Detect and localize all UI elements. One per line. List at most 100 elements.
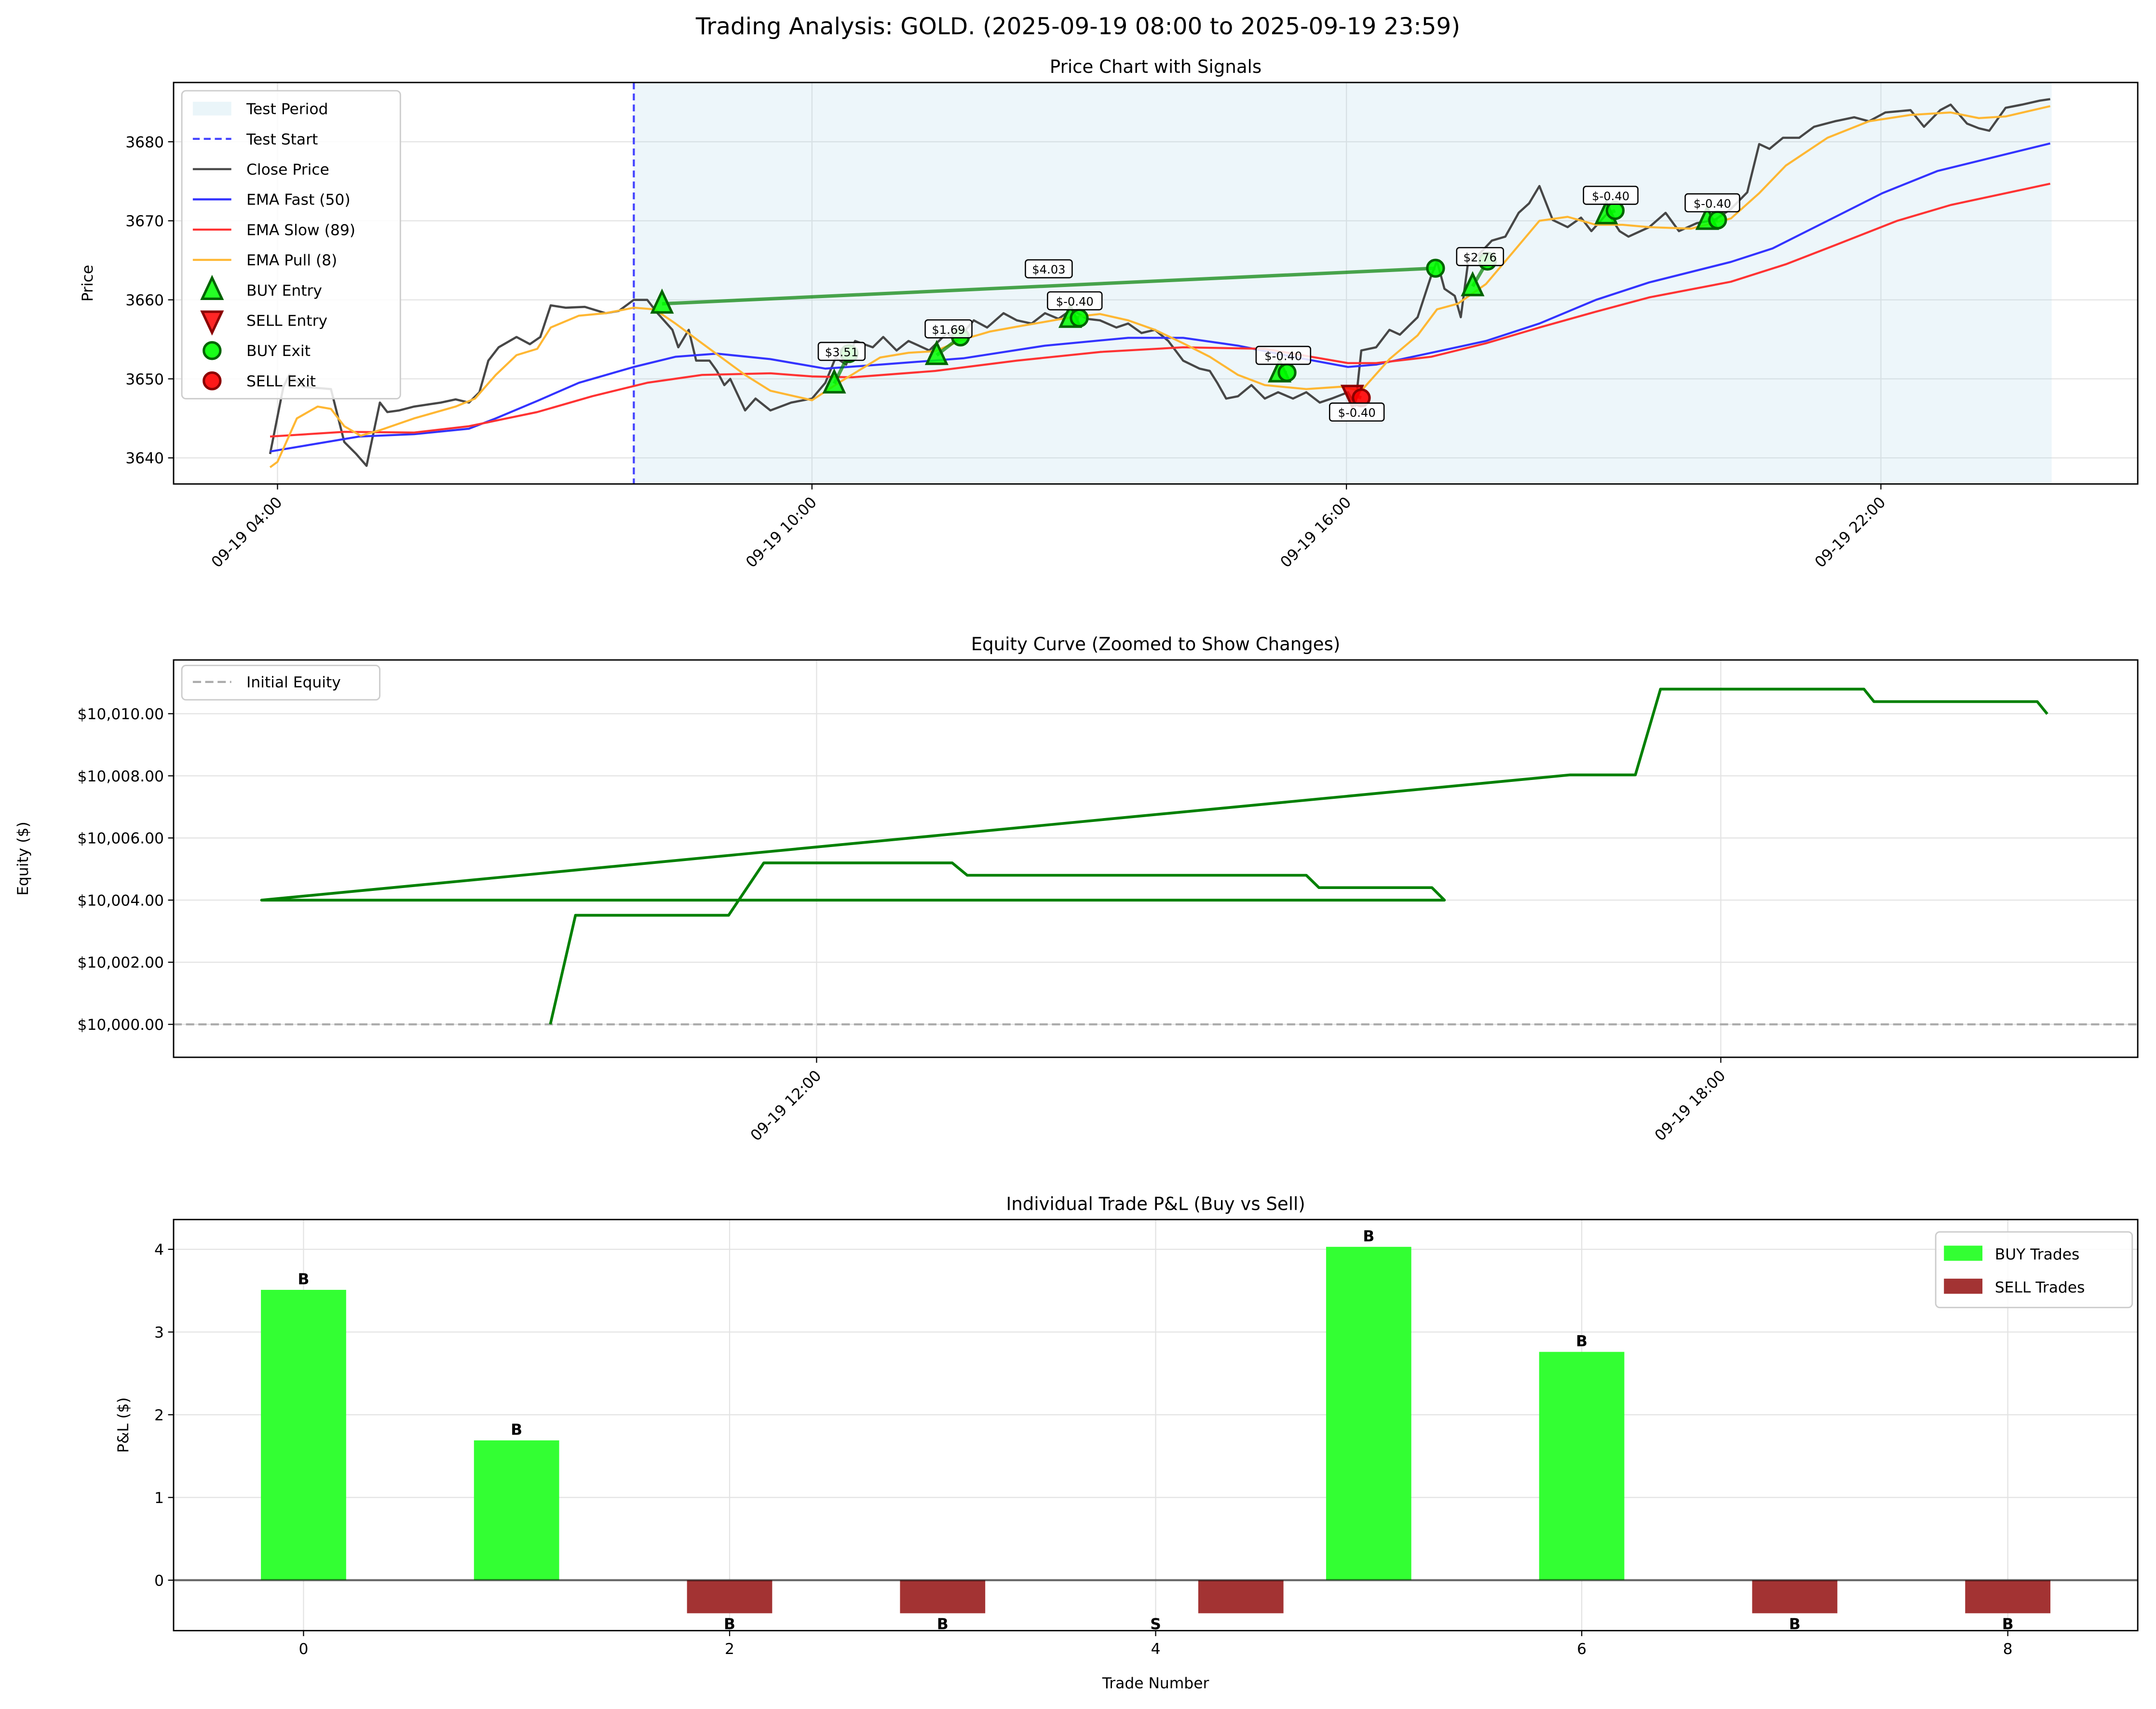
bar-side-label: B xyxy=(511,1422,522,1439)
trade-pnl-label-box xyxy=(1025,259,1073,279)
pnl-bar xyxy=(261,1290,346,1580)
legend-series: EMA Pull (8) xyxy=(246,252,337,269)
bar-side-label: B xyxy=(937,1616,949,1633)
trade-pnl-label: $-0.40 xyxy=(1338,406,1376,420)
equity-curve-line xyxy=(260,687,2048,1025)
buy-exit-swatch xyxy=(203,341,222,360)
bar-side-label: B xyxy=(298,1271,309,1288)
bar-side-label: B xyxy=(2002,1616,2014,1633)
legend-sell-entry: SELL Entry xyxy=(246,313,327,330)
legend-series: EMA Fast (50) xyxy=(246,191,351,209)
trade-pnl-label: $1.69 xyxy=(932,323,965,337)
legend-sell-exit: SELL Exit xyxy=(246,373,316,390)
trade-pnl-label: $4.03 xyxy=(1032,263,1065,276)
trade-pnl-label: $-0.40 xyxy=(1264,350,1302,363)
figure-title: Trading Analysis: GOLD. (2025-09-19 08:0… xyxy=(695,13,1460,40)
bar-side-label: B xyxy=(1576,1333,1587,1350)
legend-buy-entry: BUY Entry xyxy=(246,282,322,300)
y-axis-label: P&L ($) xyxy=(115,1397,132,1453)
trade-pnl-label-box xyxy=(1684,193,1740,213)
buy-entry-swatch xyxy=(200,274,224,300)
x-tick-label: 2 xyxy=(725,1641,734,1658)
y-tick-label: 3 xyxy=(154,1324,164,1341)
axes-frame xyxy=(173,659,2139,1058)
buy-entry-marker xyxy=(650,288,674,314)
pnl-bar xyxy=(900,1580,986,1613)
price-legend: Test Period Test Start Close Price EMA Fast… xyxy=(181,90,401,400)
trade-pnl-label-box xyxy=(1255,345,1312,365)
legend-box xyxy=(1935,1231,2133,1309)
legend-series: EMA Slow (89) xyxy=(246,221,355,239)
x-tick-label: 4 xyxy=(1151,1641,1161,1658)
y-tick-label: 3670 xyxy=(125,213,164,230)
x-tick-label: 8 xyxy=(2003,1641,2013,1658)
y-tick-label: 3650 xyxy=(125,371,164,388)
legend-sell-trades: SELL Trades xyxy=(1995,1279,2085,1296)
y-tick-label: 0 xyxy=(154,1572,164,1589)
y-tick-label: 3640 xyxy=(125,450,164,467)
y-tick-label: 4 xyxy=(154,1241,164,1258)
bar-side-label: S xyxy=(1150,1616,1161,1633)
equity-chart: 09-19 12:00 09-19 18:00$10,000.00$10,002.… xyxy=(14,634,2139,1145)
y-tick-label: $10,010.00 xyxy=(78,706,164,723)
buy-entry-marker xyxy=(822,368,846,394)
test-period-swatch xyxy=(192,101,231,116)
trade-pnl-label-box xyxy=(1047,291,1103,311)
trade-pnl-label: $-0.40 xyxy=(1056,295,1094,309)
pnl-chart: 0 2 4 6 8 0 1 2 3 4 Individual Trade P&L (Buy vs S… xyxy=(115,1193,2139,1692)
buy-exit-marker xyxy=(1277,363,1297,382)
test-period-shading xyxy=(634,82,2052,484)
subplot-title: Price Chart with Signals xyxy=(1050,56,1261,77)
subplot-title: Equity Curve (Zoomed to Show Changes) xyxy=(971,634,1341,655)
axes-frame xyxy=(173,1218,2139,1631)
pnl-bar xyxy=(1539,1352,1625,1580)
plot-area xyxy=(173,660,2138,1057)
equity-legend: Initial Equity xyxy=(181,665,380,701)
y-tick-label: $10,002.00 xyxy=(78,954,164,971)
price-chart: 09-19 04:00 09-19 10:00 09-19 16:00 09-19 2… xyxy=(79,56,2139,571)
pnl-bar xyxy=(1326,1246,1411,1580)
trade-pnl-label: $-0.40 xyxy=(1592,190,1629,203)
buy-entry-marker xyxy=(924,340,949,365)
trade-pnl-label: $-0.40 xyxy=(1694,197,1731,210)
trade-line xyxy=(662,266,1436,306)
legend-initial-equity: Initial Equity xyxy=(246,674,341,691)
sell-entry-swatch xyxy=(200,310,224,336)
pnl-legend: BUY Trades SELL Trades xyxy=(1935,1231,2133,1309)
trade-pnl-label: $3.51 xyxy=(825,345,858,359)
pnl-bar xyxy=(474,1440,559,1580)
pnl-bar xyxy=(1198,1580,1284,1613)
legend-test-start: Test Start xyxy=(246,131,318,148)
x-tick-label: 6 xyxy=(1577,1641,1586,1658)
x-axis-label: Trade Number xyxy=(1102,1675,1209,1692)
trade-pnl-label: $2.76 xyxy=(1464,251,1497,264)
pnl-bar xyxy=(1965,1580,2051,1613)
legend-buy-exit: BUY Exit xyxy=(246,342,311,360)
y-axis-label: Equity ($) xyxy=(14,821,32,895)
y-axis-label: Price xyxy=(79,265,96,301)
pnl-bar xyxy=(687,1580,773,1613)
x-tick-label: 0 xyxy=(298,1641,308,1658)
buy-entry-marker xyxy=(1461,271,1485,297)
y-tick-label: 3660 xyxy=(125,292,164,309)
subplot-title: Individual Trade P&L (Buy vs Sell) xyxy=(1006,1193,1305,1214)
trade-pnl-label-box xyxy=(1329,402,1385,422)
axes-frame xyxy=(173,82,2139,485)
trade-pnl-label-box xyxy=(1583,186,1639,205)
buy-exit-marker xyxy=(1426,259,1445,278)
trade-pnl-label-box xyxy=(1456,247,1504,266)
y-tick-label: 1 xyxy=(154,1490,164,1507)
series-ema-slow-89 xyxy=(270,182,2051,438)
legend-buy-trades: BUY Trades xyxy=(1995,1246,2080,1263)
series-ema-fast-50 xyxy=(270,142,2051,453)
trade-pnl-label-box xyxy=(817,342,866,361)
legend-series: Close Price xyxy=(246,161,329,178)
y-tick-label: $10,008.00 xyxy=(78,768,164,785)
legend-box xyxy=(181,90,401,400)
y-tick-label: 2 xyxy=(154,1407,164,1424)
sell-exit-swatch xyxy=(203,371,222,391)
legend-swatch xyxy=(1944,1278,1983,1294)
bar-side-label: B xyxy=(724,1616,735,1633)
legend-test-period: Test Period xyxy=(246,101,328,118)
